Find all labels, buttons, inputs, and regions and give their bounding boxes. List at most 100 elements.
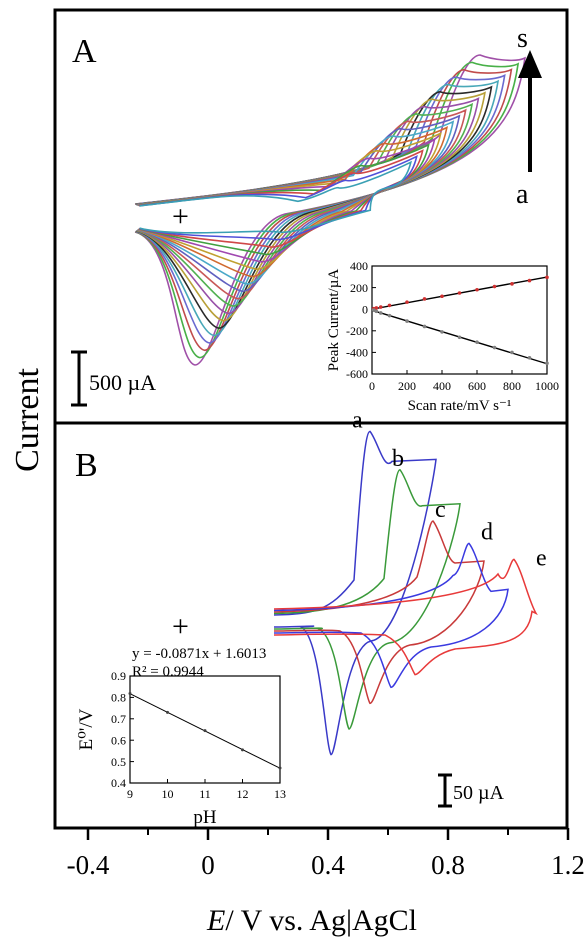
panel-b-curve-c (273, 520, 485, 705)
inset-point-0-10 (510, 282, 514, 286)
panel-a-curve-9 (137, 108, 467, 300)
inset-x-tick-label-0: 0 (369, 379, 375, 393)
inset-point-1-9 (492, 345, 497, 350)
inset-point-0-2 (203, 729, 207, 733)
inset-y-tick-label-0: 400 (350, 259, 368, 273)
panel-a-curve-1 (139, 154, 418, 241)
inset-point-0-1 (166, 710, 169, 714)
scalebar-b (438, 773, 452, 808)
inset-point-1-7 (457, 335, 462, 340)
inset-point-0-2 (378, 305, 383, 309)
panel-a-curve-6 (137, 126, 448, 278)
panel-a-curve-4 (138, 137, 436, 263)
panel-b-curve-label-d: d (481, 519, 493, 545)
inset-y-label: E⁰'/V (76, 708, 97, 750)
inset-point-0-3 (387, 303, 392, 308)
panel-b-label: B (75, 447, 98, 484)
scalebar-a-label: 500 µA (89, 370, 156, 395)
inset-y-tick-label-4: 0.5 (111, 755, 126, 769)
inset-point-0-9 (492, 284, 497, 289)
inset-y-label: Peak Current/µA (326, 269, 342, 372)
arrow-label-top: s (517, 23, 528, 54)
scalebar-a (71, 350, 87, 407)
panel-b-curve-a (273, 430, 437, 756)
inset-y-tick-label-5: -600 (346, 367, 368, 381)
inset-point-1-12 (545, 361, 549, 366)
inset-point-1-11 (527, 356, 532, 360)
panel-b-plus: + (172, 610, 189, 643)
panel-a-curves (134, 54, 526, 366)
panel-b-curve-e (273, 558, 538, 676)
inset-point-1-6 (440, 330, 444, 334)
inset-point-1-2 (378, 311, 383, 315)
inset-point-0-6 (440, 294, 444, 299)
inset-background (82, 662, 298, 827)
inset-x-label: pH (193, 807, 217, 828)
inset-y-tick-label-1: 0.8 (111, 691, 126, 705)
panel-b-curves (273, 430, 538, 756)
inset-x-tick-label-3: 600 (468, 379, 486, 393)
panel-b-curve-d (273, 542, 509, 689)
panel-a-curve-7 (137, 120, 455, 285)
inset-x-tick-label-5: 1000 (535, 379, 559, 393)
inset-y-tick-label-2: 0 (362, 302, 368, 316)
inset-point-1-8 (475, 340, 479, 344)
panel-b-curve-label-e: e (536, 545, 547, 571)
inset-x-label: Scan rate/mV s⁻¹ (408, 398, 512, 414)
inset-y-tick-label-4: -400 (346, 346, 368, 360)
inset-point-1-10 (510, 350, 514, 355)
inset-y-tick-label-3: 0.6 (111, 733, 126, 747)
x-tick-label-4: 1.2 (551, 850, 585, 880)
inset-point-1-4 (405, 319, 409, 323)
inset-point-0-5 (422, 297, 427, 301)
inset-x-tick-label-1: 10 (162, 787, 174, 801)
panel-a-curve-8 (137, 114, 461, 293)
panel-a-label: A (72, 33, 97, 70)
inset-x-tick-label-3: 12 (237, 787, 249, 801)
arrow-label-bottom: a (516, 179, 529, 210)
inset-point-0-7 (457, 291, 462, 295)
x-tick-label-2: 0.4 (311, 850, 345, 880)
inset-y-tick-label-0: 0.9 (111, 669, 126, 683)
panel-b-curve-label-c: c (435, 497, 446, 523)
inset-x-tick-label-2: 400 (433, 379, 451, 393)
inset-point-0-3 (241, 748, 244, 752)
scalebar-b-label: 50 µA (453, 782, 505, 804)
x-tick-label-0: -0.4 (67, 850, 110, 880)
inset-frame (371, 265, 548, 375)
inset-point-0-8 (475, 287, 479, 292)
inset-y-tick-label-3: -200 (346, 324, 368, 338)
inset-y-tick-label-1: 200 (350, 281, 368, 295)
inset-annotation-1: R² = 0.9944 (132, 664, 204, 680)
inset-a: 0 200 400 600 800 1000 400 200 0 -200 -400 -600 Scan… (324, 252, 565, 418)
inset-annotation-0: y = -0.0871x + 1.6013 (132, 646, 266, 662)
inset-point-1-3 (387, 313, 392, 318)
inset-point-0-4 (278, 766, 282, 770)
inset-x-tick-label-4: 800 (503, 379, 521, 393)
y-axis-label: Current (9, 368, 46, 472)
inset-x-tick-label-4: 13 (274, 787, 286, 801)
inset-x-tick-label-2: 11 (199, 787, 211, 801)
x-axis-label-text: / V vs. Ag|AgCl (225, 904, 417, 937)
x-tick-label-3: 0.8 (431, 850, 465, 880)
panel-b-curve-label-a: a (352, 407, 363, 433)
panel-a-curve-0 (139, 160, 412, 234)
scan-rate-arrowhead (518, 50, 542, 78)
panel-a-curve-2 (139, 149, 424, 248)
inset-point-0-1 (374, 306, 379, 310)
panel-b-curve-labels: a b c d e (352, 407, 547, 571)
inset-point-0-4 (405, 300, 409, 304)
inset-b: 9 10 11 12 13 0.9 0.8 0.7 0.6 0.5 0.4 pH E⁰'/V y = -0… (76, 646, 298, 828)
inset-point-0-12 (545, 275, 549, 280)
inset-y-tick-label-2: 0.7 (111, 712, 126, 726)
panel-a-curve-5 (138, 131, 442, 271)
inset-point-0-11 (527, 278, 532, 283)
inset-background (324, 252, 565, 418)
x-axis-label: E/ V vs. Ag|AgCl (206, 904, 417, 937)
inset-point-1-5 (422, 324, 427, 329)
inset-x-tick-label-0: 9 (127, 787, 133, 801)
panel-a-curve-3 (138, 143, 430, 256)
inset-x-tick-label-1: 200 (398, 379, 416, 393)
x-axis-label-symbol: E (206, 904, 225, 937)
panel-b-curve-b (273, 469, 461, 730)
